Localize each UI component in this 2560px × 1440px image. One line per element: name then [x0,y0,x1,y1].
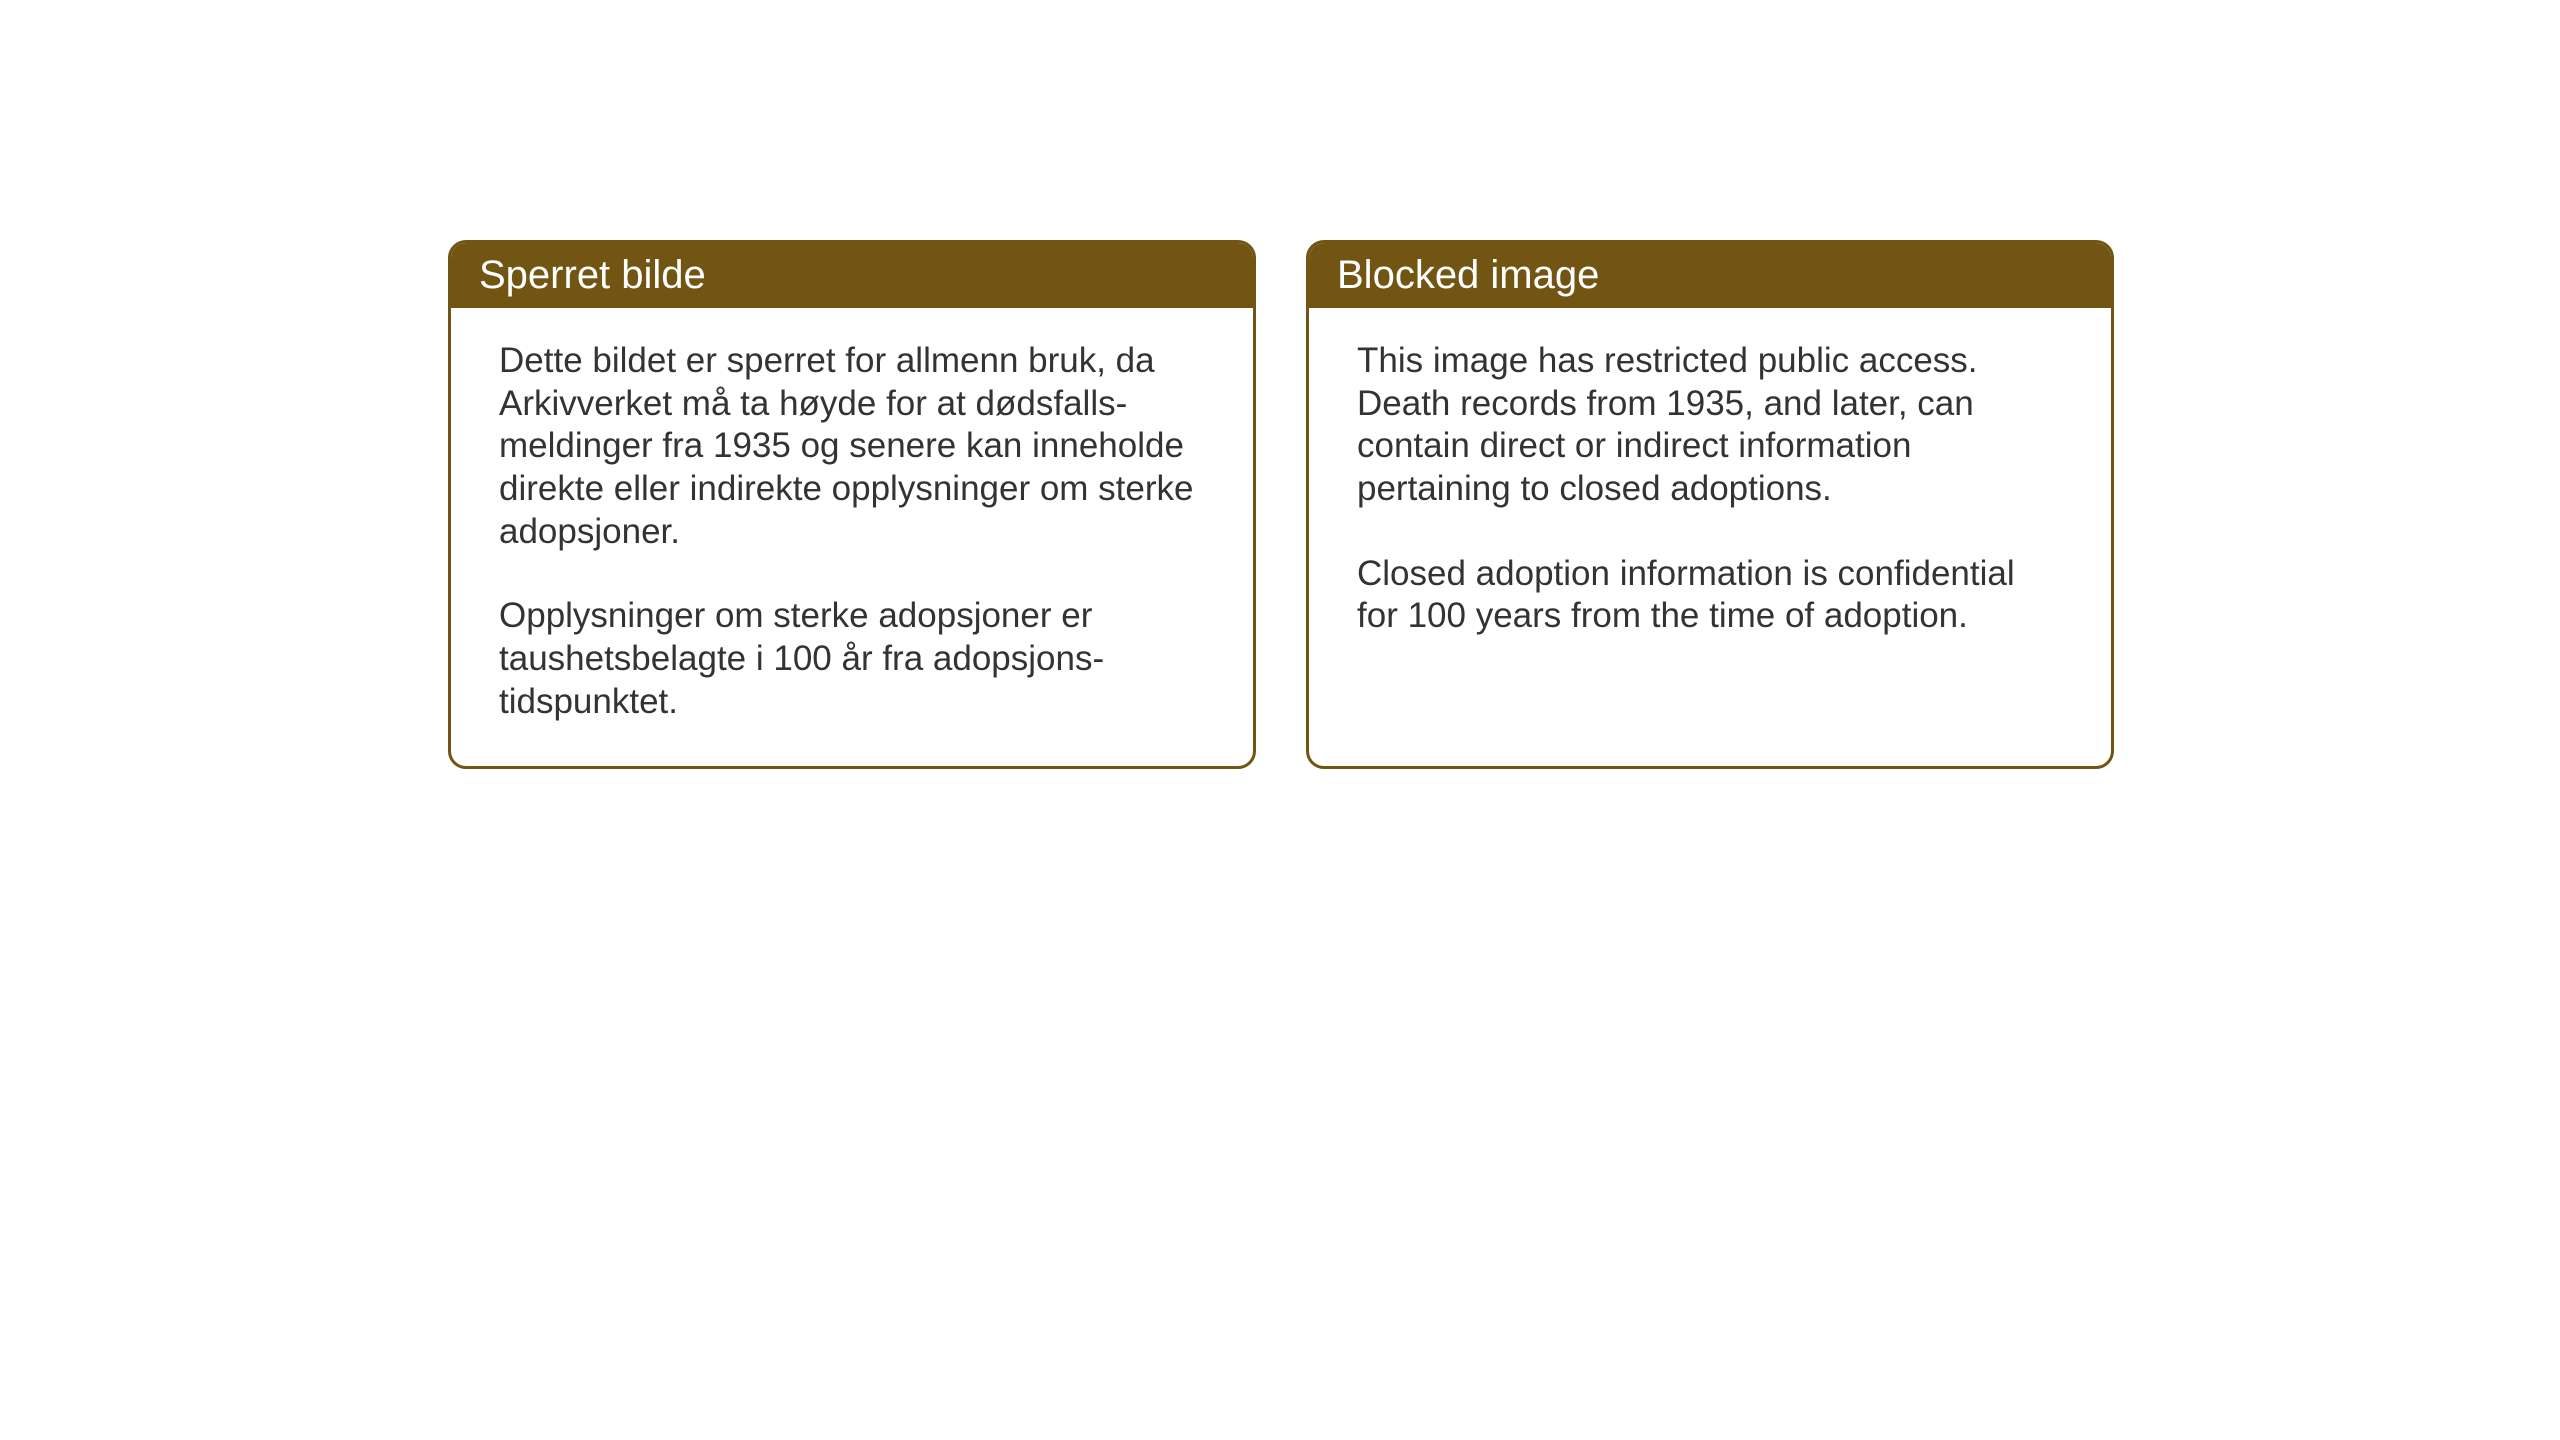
norwegian-card-header: Sperret bilde [451,243,1253,308]
english-card-header: Blocked image [1309,243,2111,308]
notice-container: Sperret bilde Dette bildet er sperret fo… [448,240,2114,769]
norwegian-card-body: Dette bildet er sperret for allmenn bruk… [451,308,1253,766]
norwegian-paragraph-2: Opplysninger om sterke adopsjoner er tau… [499,595,1205,723]
norwegian-paragraph-1: Dette bildet er sperret for allmenn bruk… [499,340,1205,553]
english-card-body: This image has restricted public access.… [1309,308,2111,728]
english-paragraph-2: Closed adoption information is confident… [1357,553,2063,638]
english-card-title: Blocked image [1337,253,1599,297]
english-notice-card: Blocked image This image has restricted … [1306,240,2114,769]
norwegian-card-title: Sperret bilde [479,253,706,297]
norwegian-notice-card: Sperret bilde Dette bildet er sperret fo… [448,240,1256,769]
english-paragraph-1: This image has restricted public access.… [1357,340,2063,511]
